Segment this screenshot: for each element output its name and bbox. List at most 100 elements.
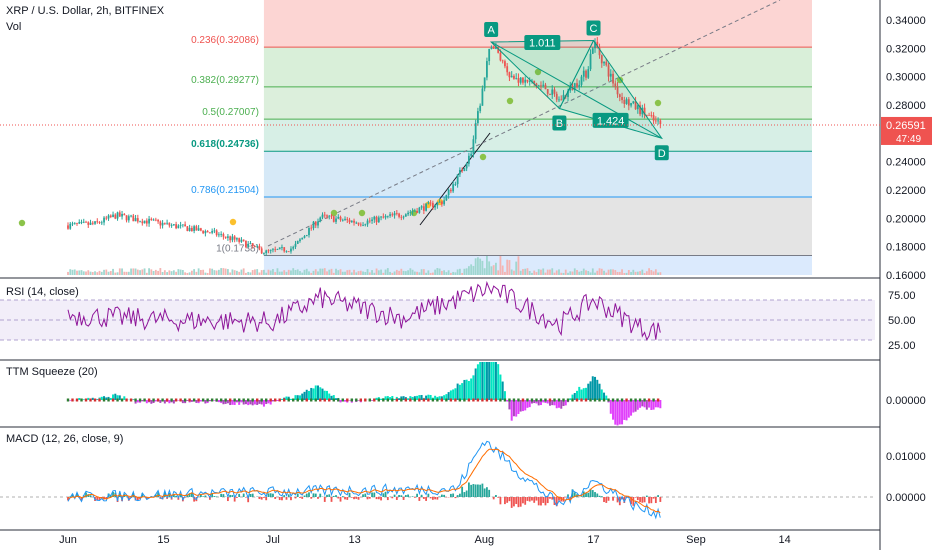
volume-bar [141, 269, 144, 275]
macd-histogram-bar [319, 493, 322, 497]
macd-histogram-bar [587, 492, 590, 497]
volume-bar [488, 261, 491, 275]
macd-histogram-bar [486, 487, 488, 497]
volume-bar [254, 269, 256, 275]
candle-body [569, 86, 572, 91]
candle-body [488, 48, 491, 62]
ttm-histogram-bar [485, 362, 488, 400]
candle-body [526, 79, 529, 82]
macd-histogram-bar [506, 497, 509, 503]
volume-bar [526, 268, 529, 275]
candle-body [87, 222, 90, 225]
ttm-squeeze-dot [93, 398, 97, 402]
volume-bar [411, 269, 414, 275]
ttm-histogram-bar [154, 400, 157, 402]
volume-bar [555, 270, 558, 275]
volume-bar [278, 271, 281, 275]
macd-histogram-bar [373, 492, 376, 497]
ttm-histogram-bar [150, 400, 153, 404]
macd-histogram-bar [323, 497, 326, 502]
candle-body [251, 243, 254, 247]
ttm-histogram-bar [551, 400, 554, 406]
ttm-tick-label: 0.00000 [886, 395, 926, 407]
macd-histogram-bar [652, 497, 655, 499]
candle-body [130, 215, 132, 217]
candle-body [362, 224, 364, 226]
ratio-ac-label: 1.011 [524, 34, 561, 50]
candle-body [236, 238, 238, 240]
ttm-histogram-bar [557, 400, 560, 408]
candle-body [486, 61, 488, 78]
ttm-squeeze-dot [314, 398, 317, 402]
volume-bar [339, 269, 342, 275]
ttm-histogram-bar [389, 397, 392, 400]
macd-histogram-bar [190, 492, 193, 497]
volume-bar [558, 269, 560, 275]
candle-body [287, 251, 290, 253]
ttm-histogram-bar [463, 379, 466, 400]
macd-histogram-bar [269, 493, 272, 497]
volume-bar [562, 272, 565, 275]
ttm-squeeze-dot [508, 398, 511, 402]
candle-body [474, 123, 477, 140]
volume-bar [265, 272, 268, 275]
ttm-squeeze-dot [116, 398, 119, 402]
ttm-histogram-bar [287, 396, 290, 400]
ttm-squeeze-dot [107, 398, 110, 402]
macd-histogram-bar [540, 497, 542, 506]
candle-body [607, 65, 610, 77]
volume-bar [551, 268, 554, 275]
ttm-histogram-bar [494, 362, 497, 400]
ttm-histogram-bar [560, 400, 563, 409]
candle-body [449, 189, 452, 192]
ttm-squeeze-dot [206, 398, 209, 402]
candle-body [501, 60, 504, 62]
ttm-histogram-bar [339, 400, 342, 403]
macd-histogram-bar [193, 497, 196, 502]
candle-body [256, 245, 259, 247]
ttm-histogram-bar [335, 398, 338, 400]
ttm-histogram-bar [271, 400, 274, 402]
ttm-squeeze-dot [620, 398, 624, 402]
candle-body [152, 219, 155, 221]
volume-bar [454, 272, 457, 275]
volume-bar [636, 271, 639, 275]
ttm-histogram-bar [141, 400, 144, 402]
volume-bar [618, 271, 621, 275]
candle-body [443, 200, 446, 205]
macd-histogram-bar [157, 492, 159, 497]
ttm-histogram-bar [434, 395, 437, 400]
candle-body [139, 221, 141, 223]
volume-bar [89, 271, 92, 275]
macd-histogram-bar [308, 492, 310, 497]
volume-bar [353, 269, 355, 275]
candle-body [96, 221, 99, 223]
candle-body [177, 225, 180, 229]
ttm-squeeze-dot [359, 398, 362, 402]
volume-bar [328, 269, 331, 275]
macd-histogram-bar [186, 495, 189, 497]
macd-histogram-bar [242, 493, 245, 497]
macd-histogram-bar [341, 496, 344, 497]
candle-body [657, 120, 659, 122]
candle-body [479, 105, 482, 112]
candle-body [578, 84, 581, 88]
candle-body [276, 249, 279, 251]
macd-histogram-bar [605, 497, 608, 503]
macd-histogram-bar [355, 497, 358, 499]
candle-body [630, 103, 632, 106]
ttm-squeeze-dot [301, 398, 304, 402]
macd-histogram-bar [535, 497, 538, 501]
volume-bar [524, 268, 527, 275]
macd-histogram-bar [607, 497, 610, 501]
volume-bar [80, 270, 83, 275]
macd-histogram-bar [513, 497, 515, 507]
macd-title: MACD (12, 26, close, 9) [6, 433, 123, 445]
candle-body [202, 230, 205, 234]
candle-body [190, 227, 193, 231]
ttm-histogram-bar [186, 400, 189, 401]
macd-histogram-bar [427, 493, 430, 497]
candle-body [659, 120, 662, 125]
candle-body [82, 221, 85, 223]
